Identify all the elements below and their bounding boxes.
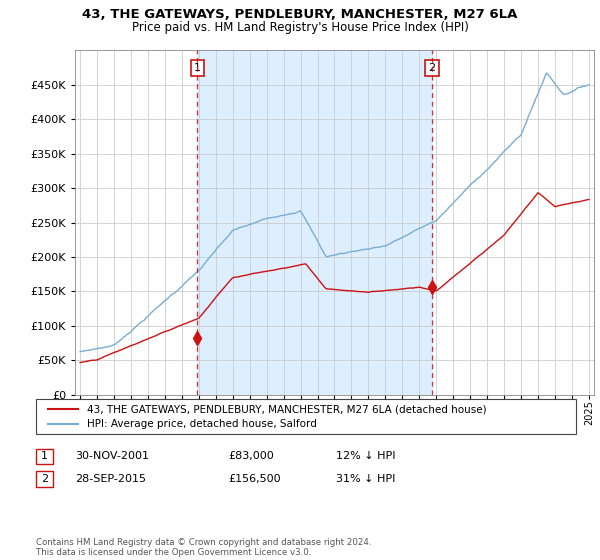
Text: 1: 1 bbox=[194, 63, 201, 73]
Text: £156,500: £156,500 bbox=[228, 474, 281, 484]
Text: 2: 2 bbox=[41, 474, 48, 484]
Text: Price paid vs. HM Land Registry's House Price Index (HPI): Price paid vs. HM Land Registry's House … bbox=[131, 21, 469, 34]
Bar bbox=[197, 50, 432, 395]
Text: £83,000: £83,000 bbox=[228, 451, 274, 461]
Text: 2: 2 bbox=[428, 63, 436, 73]
Text: HPI: Average price, detached house, Salford: HPI: Average price, detached house, Salf… bbox=[87, 419, 317, 430]
Text: 43, THE GATEWAYS, PENDLEBURY, MANCHESTER, M27 6LA: 43, THE GATEWAYS, PENDLEBURY, MANCHESTER… bbox=[82, 8, 518, 21]
Text: Contains HM Land Registry data © Crown copyright and database right 2024.
This d: Contains HM Land Registry data © Crown c… bbox=[36, 538, 371, 557]
Text: 30-NOV-2001: 30-NOV-2001 bbox=[75, 451, 149, 461]
Text: 28-SEP-2015: 28-SEP-2015 bbox=[75, 474, 146, 484]
Text: 31% ↓ HPI: 31% ↓ HPI bbox=[336, 474, 395, 484]
Text: 1: 1 bbox=[41, 451, 48, 461]
Text: 43, THE GATEWAYS, PENDLEBURY, MANCHESTER, M27 6LA (detached house): 43, THE GATEWAYS, PENDLEBURY, MANCHESTER… bbox=[87, 404, 487, 414]
Text: 12% ↓ HPI: 12% ↓ HPI bbox=[336, 451, 395, 461]
